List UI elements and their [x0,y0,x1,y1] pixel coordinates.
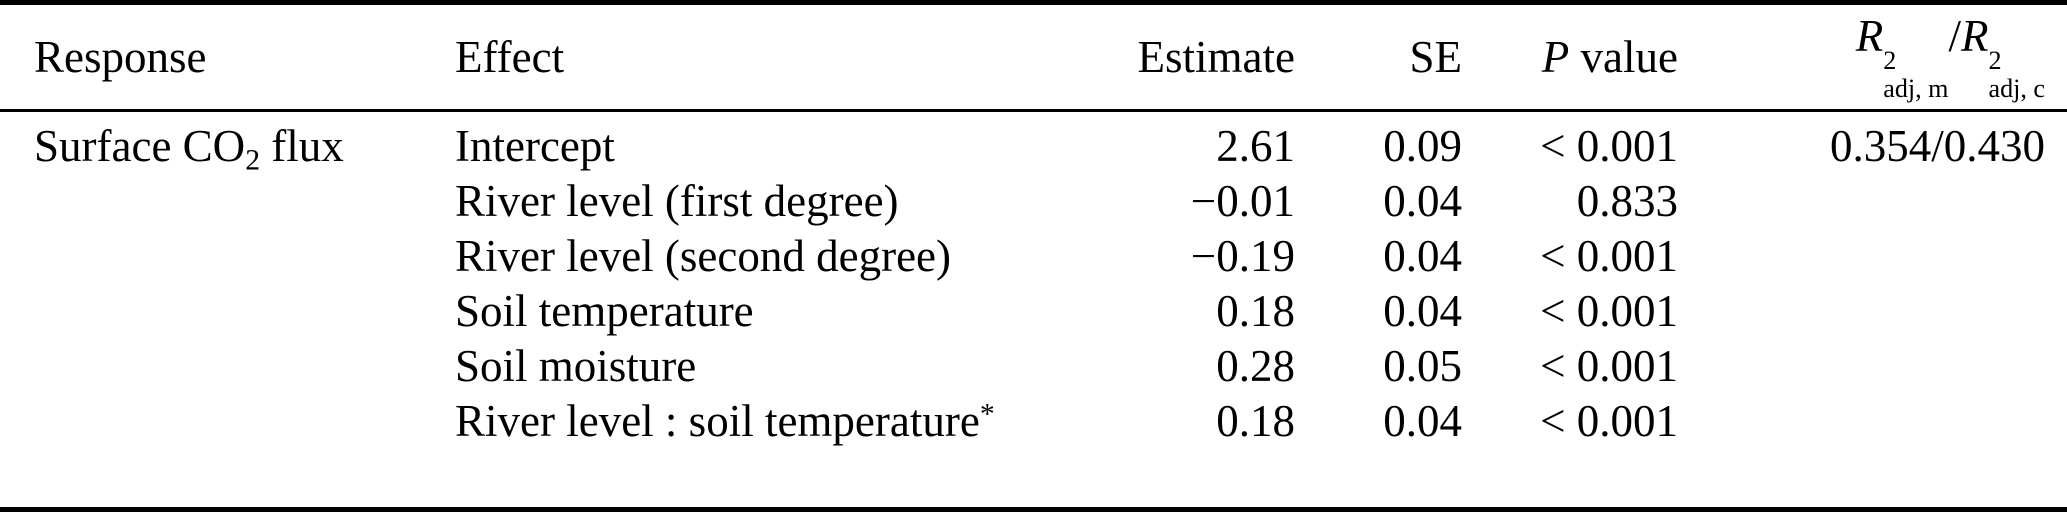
header-response: Response [34,32,207,82]
effect-text: River level (second degree) [455,230,952,281]
r2-conditional-sub: adj, c [1988,74,2045,104]
response-text: Surface CO [34,120,246,171]
slash: / [1948,11,1961,62]
cell-se: 0.05 [1383,340,1462,391]
table-row: River level : soil temperature* 0.18 0.0… [0,393,2067,448]
cell-estimate: −0.19 [1190,230,1295,281]
cell-se: 0.04 [1383,285,1462,336]
cell-p-value: < 0.001 [1540,395,1678,446]
header-estimate: Estimate [1137,32,1295,82]
header-se: SE [1409,32,1462,82]
cell-estimate: 0.18 [1216,285,1295,336]
table-row: River level (first degree) −0.01 0.04 0.… [0,173,2067,228]
cell-p-value: < 0.001 [1540,285,1678,336]
p-symbol: P [1541,32,1570,82]
effect-text: River level : soil temperature [455,395,980,446]
cell-p-value: 0.833 [1576,175,1678,226]
cell-se: 0.04 [1383,395,1462,446]
cell-p-value: < 0.001 [1540,340,1678,391]
cell-r2: 0.354/0.430 [1829,120,2045,171]
cell-response: Surface CO2 flux [34,120,455,175]
cell-effect: River level (first degree) [455,175,1040,227]
cell-estimate: 2.61 [1216,120,1295,171]
table-row: Soil temperature 0.18 0.04 < 0.001 [0,283,2067,338]
cell-se: 0.04 [1383,230,1462,281]
cell-effect: Intercept [455,120,1040,172]
r2-conditional-scripts: 2 adj, c [1988,46,2045,104]
r2-marginal-scripts: 2 adj, m [1883,46,1949,104]
cell-p-value: < 0.001 [1540,230,1678,281]
table-row: Surface CO2 flux Intercept 2.61 0.09 < 0… [0,118,2067,175]
cell-se: 0.04 [1383,175,1462,226]
cell-estimate: −0.01 [1190,175,1295,226]
table-row: Soil moisture 0.28 0.05 < 0.001 [0,338,2067,393]
cell-effect: Soil temperature [455,285,1040,337]
r-symbol-conditional: R [1960,11,1989,62]
header-effect: Effect [455,32,565,82]
table-row: River level (second degree) −0.19 0.04 <… [0,228,2067,283]
cell-effect: River level (second degree) [455,230,1040,282]
response-suffix: flux [260,120,344,171]
cell-effect: Soil moisture [455,340,1040,392]
table-header-row: Response Effect Estimate SE P value R 2 ad… [0,5,2067,109]
effect-text: River level (first degree) [455,175,899,226]
effect-text: Intercept [455,120,615,171]
cell-estimate: 0.18 [1216,395,1295,446]
effect-superscript: * [979,398,995,431]
response-subscript: 2 [245,143,261,176]
p-value-word: value [1569,32,1678,82]
r2-marginal-sup: 2 [1883,46,1897,76]
cell-estimate: 0.28 [1216,340,1295,391]
cell-se: 0.09 [1383,120,1462,171]
table-bottom-rule [0,507,2067,512]
cell-p-value: < 0.001 [1540,120,1678,171]
r2-conditional-sup: 2 [1988,46,2002,76]
table-body: Surface CO2 flux Intercept 2.61 0.09 < 0… [0,112,2067,448]
table-top-rule [0,0,2067,5]
effect-text: Soil temperature [455,285,754,336]
effect-text: Soil moisture [455,340,697,391]
table-header-rule [0,109,2067,112]
r2-marginal-sub: adj, m [1883,74,1949,104]
r-symbol-marginal: R [1855,11,1884,62]
header-r2-ratio: R 2 adj, m/R 2 adj, c [1678,10,2045,103]
cell-effect: River level : soil temperature* [455,395,1040,447]
header-p-value: P value [1462,31,1678,83]
